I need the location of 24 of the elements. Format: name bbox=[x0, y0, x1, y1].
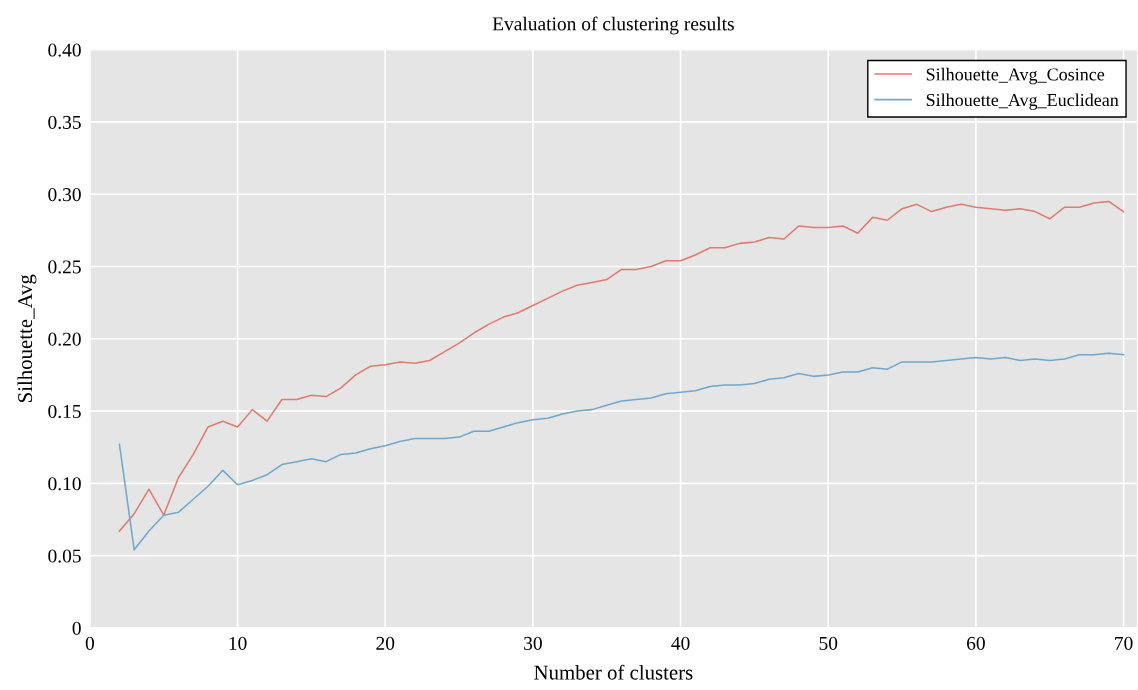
y-tick-label: 0.20 bbox=[48, 332, 81, 346]
x-tick-label: 0 bbox=[85, 636, 95, 650]
x-tick-label: 30 bbox=[524, 636, 542, 650]
y-tick-label: 0.30 bbox=[48, 188, 81, 202]
y-axis-title: Silhouette_Avg bbox=[17, 274, 37, 403]
y-tick-label: 0.35 bbox=[48, 115, 81, 129]
chart-title: Evaluation of clustering results bbox=[492, 16, 734, 35]
x-tick-label: 70 bbox=[1115, 636, 1133, 650]
legend-label: Silhouette_Avg_Cosince bbox=[926, 67, 1105, 85]
y-tick-label: 0.05 bbox=[48, 549, 81, 563]
x-tick-label: 50 bbox=[819, 636, 838, 650]
y-tick-label: 0.25 bbox=[48, 260, 81, 274]
line-series bbox=[118, 200, 1125, 532]
y-tick-label: 0.15 bbox=[48, 404, 81, 419]
y-tick-label: 0.10 bbox=[48, 477, 81, 491]
x-tick-label: 20 bbox=[376, 636, 395, 650]
line-series bbox=[118, 352, 1125, 551]
x-axis-title: Number of clusters bbox=[534, 664, 693, 680]
x-tick-label: 10 bbox=[229, 636, 247, 650]
legend-label: Silhouette_Avg_Euclidean bbox=[926, 93, 1119, 110]
x-tick-label: 60 bbox=[967, 636, 985, 650]
x-tick-label: 40 bbox=[671, 636, 690, 650]
y-tick-label: 0 bbox=[72, 621, 81, 635]
y-tick-label: 0.40 bbox=[48, 43, 81, 57]
